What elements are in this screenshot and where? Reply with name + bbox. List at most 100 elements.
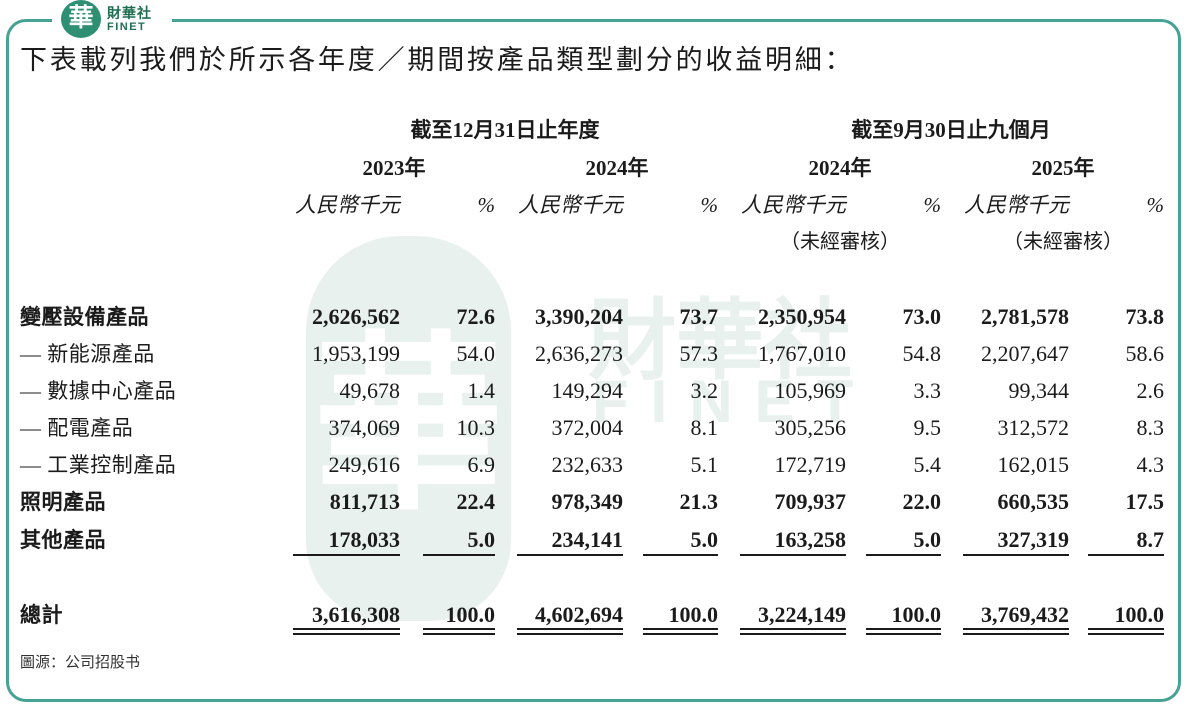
cell-2023-amount: 3,616,308 (312, 602, 400, 627)
unit-amount-2024-9m: 人民幣千元 (741, 193, 846, 217)
subtotal-underline (293, 554, 400, 556)
cell-2024-9m-amount: 709,937 (774, 489, 847, 514)
total-double-underline (423, 633, 495, 635)
finet-logo-icon: 華 (61, 0, 101, 38)
cell-2024-percent: 100.0 (668, 602, 719, 627)
cell-2024-percent: 73.7 (679, 304, 719, 329)
header-fiscal-year: 截至12月31日止年度 (410, 118, 600, 142)
card-frame (6, 19, 1181, 702)
cell-2024-amount: 2,636,273 (535, 341, 623, 366)
total-double-underline (963, 628, 1069, 630)
total-double-underline (1088, 633, 1164, 635)
unit-amount-2023: 人民幣千元 (295, 193, 400, 217)
row-label: 總計 (20, 603, 63, 627)
header-year-2025-9m: 2025年 (1031, 156, 1095, 180)
cell-2024-amount: 3,390,204 (535, 304, 623, 329)
cell-2025-9m-percent: 4.3 (1136, 452, 1165, 477)
cell-2025-9m-percent: 58.6 (1125, 341, 1165, 366)
cell-2024-9m-percent: 73.0 (902, 304, 942, 329)
total-double-underline (866, 628, 941, 630)
row-label: 變壓設備產品 (20, 305, 149, 329)
cell-2024-9m-percent: 22.0 (902, 489, 942, 514)
cell-2024-9m-percent: 5.0 (913, 527, 942, 552)
source-note: 圖源：公司招股书 (20, 654, 141, 671)
cell-2024-9m-amount: 2,350,954 (758, 304, 846, 329)
unit-percent-2024-9m: % (923, 193, 942, 217)
row-label: — 新能源產品 (20, 342, 155, 366)
row-power-distribution-products: — 配電產品 374,069 10.3 372,004 8.1 305,256 … (0, 415, 1185, 441)
cell-2025-9m-amount: 660,535 (997, 489, 1070, 514)
cell-2023-percent: 6.9 (467, 452, 496, 477)
cell-2025-9m-amount: 3,769,432 (981, 602, 1069, 627)
cell-2023-amount: 374,069 (328, 415, 401, 440)
cell-2023-amount: 249,616 (328, 452, 401, 477)
brand-name: 財華社 (107, 5, 152, 21)
cell-2024-amount: 149,294 (551, 378, 624, 403)
row-label: — 數據中心產品 (20, 379, 177, 403)
cell-2023-percent: 1.4 (467, 378, 496, 403)
cell-2025-9m-amount: 312,572 (997, 415, 1070, 440)
cell-2024-amount: 232,633 (551, 452, 624, 477)
unit-amount-2024: 人民幣千元 (518, 193, 623, 217)
subtotal-underline (517, 554, 623, 556)
total-double-underline (517, 628, 623, 630)
cell-2024-9m-amount: 305,256 (774, 415, 847, 440)
subtotal-underline (740, 554, 846, 556)
total-double-underline (963, 633, 1069, 635)
cell-2025-9m-percent: 100.0 (1114, 602, 1165, 627)
row-label: 其他產品 (20, 528, 106, 552)
cell-2024-9m-amount: 172,719 (774, 452, 847, 477)
total-double-underline (293, 633, 400, 635)
cell-2023-percent: 100.0 (445, 602, 496, 627)
total-double-underline (740, 628, 846, 630)
cell-2024-percent: 5.0 (690, 527, 719, 552)
total-double-underline (866, 633, 941, 635)
cell-2024-9m-amount: 3,224,149 (758, 602, 846, 627)
cell-2024-9m-percent: 54.8 (902, 341, 942, 366)
row-label: 照明產品 (20, 490, 106, 514)
row-industrial-control-products: — 工業控制產品 249,616 6.9 232,633 5.1 172,719… (0, 452, 1185, 478)
cell-2024-9m-amount: 105,969 (774, 378, 847, 403)
cell-2025-9m-amount: 2,207,647 (981, 341, 1069, 366)
cell-2025-9m-percent: 8.3 (1136, 415, 1165, 440)
total-double-underline (740, 633, 846, 635)
cell-2023-amount: 2,626,562 (312, 304, 400, 329)
cell-2025-9m-percent: 17.5 (1125, 489, 1165, 514)
cell-2025-9m-amount: 2,781,578 (981, 304, 1069, 329)
unaudited-note-2025-9m: （未經審核） (1003, 231, 1123, 253)
cell-2024-9m-amount: 1,767,010 (758, 341, 846, 366)
cell-2024-percent: 8.1 (690, 415, 719, 440)
header-nine-months: 截至9月30日止九個月 (851, 118, 1051, 142)
cell-2025-9m-percent: 73.8 (1125, 304, 1165, 329)
subtotal-underline (1088, 554, 1164, 556)
unit-percent-2025-9m: % (1146, 193, 1165, 217)
cell-2024-percent: 3.2 (690, 378, 719, 403)
total-double-underline (423, 628, 495, 630)
cell-2023-percent: 10.3 (456, 415, 496, 440)
unaudited-note-2024-9m: （未經審核） (780, 231, 900, 253)
row-total: 總計 3,616,308 100.0 4,602,694 100.0 3,224… (0, 602, 1185, 628)
cell-2023-amount: 178,033 (328, 527, 401, 552)
total-double-underline (1088, 628, 1164, 630)
subtotal-underline (963, 554, 1069, 556)
header-year-2024: 2024年 (585, 156, 649, 180)
header-year-2024-9m: 2024年 (808, 156, 872, 180)
row-label: — 配電產品 (20, 416, 134, 440)
cell-2025-9m-amount: 162,015 (997, 452, 1070, 477)
cell-2024-percent: 5.1 (690, 452, 719, 477)
watermark-brand-name: 財華社 (588, 291, 853, 390)
total-double-underline (643, 628, 718, 630)
total-double-underline (517, 633, 623, 635)
brand-english-name: FINET (107, 21, 147, 33)
unit-percent-2023: % (477, 193, 496, 217)
cell-2024-9m-percent: 3.3 (913, 378, 942, 403)
row-label: — 工業控制產品 (20, 453, 177, 477)
row-new-energy-products: — 新能源產品 1,953,199 54.0 2,636,273 57.3 1,… (0, 341, 1185, 367)
cell-2023-percent: 22.4 (456, 489, 496, 514)
unit-amount-2025-9m: 人民幣千元 (964, 193, 1069, 217)
cell-2023-amount: 811,713 (329, 489, 400, 514)
watermark-logo-badge: 華 (306, 236, 511, 621)
cell-2025-9m-percent: 2.6 (1136, 378, 1165, 403)
total-double-underline (643, 633, 718, 635)
